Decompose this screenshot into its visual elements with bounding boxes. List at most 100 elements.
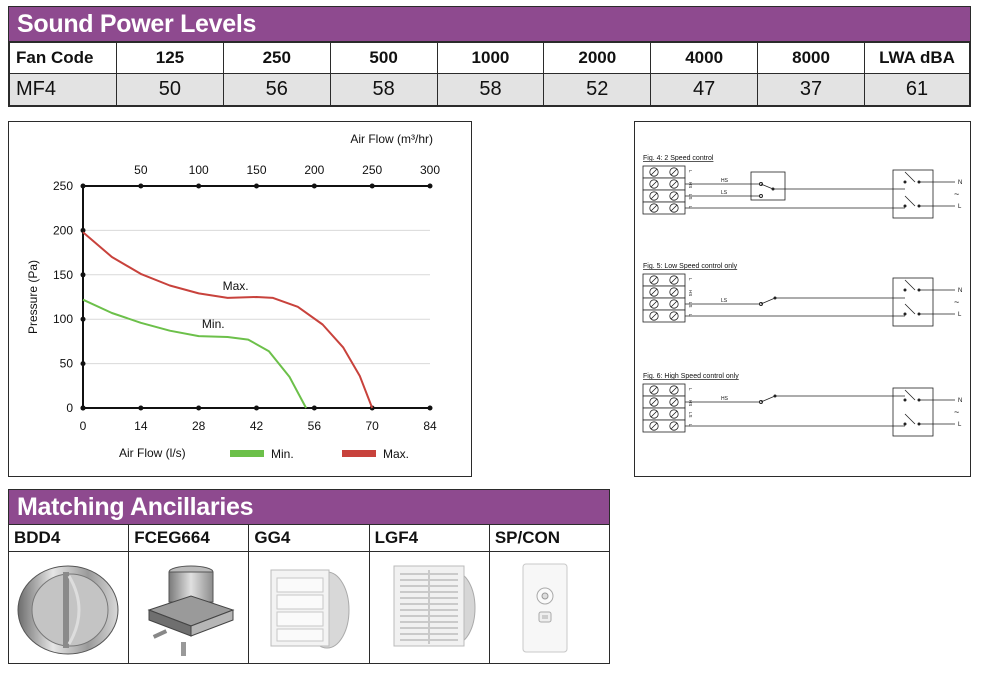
x2-tick-dot xyxy=(196,183,202,189)
terminal-slot xyxy=(670,410,678,418)
right-label: ~ xyxy=(954,297,959,307)
backdraft-damper-image xyxy=(9,552,128,663)
terminal-label: L xyxy=(688,314,693,317)
x2-tick-dot xyxy=(369,183,375,189)
terminal-slot xyxy=(670,422,678,430)
y-tick-label: 250 xyxy=(53,179,73,193)
y-tick-dot xyxy=(80,227,86,233)
isolator-switch xyxy=(892,169,934,219)
wire-label: HS xyxy=(721,178,729,184)
terminal-slot xyxy=(670,300,678,308)
x-tick-label: 70 xyxy=(365,419,379,433)
x-tick-dot xyxy=(80,405,86,411)
y-tick-label: 0 xyxy=(66,401,73,415)
right-label: ~ xyxy=(954,407,959,417)
switch-node xyxy=(903,204,907,208)
switch-node xyxy=(903,422,907,426)
x2-tick-dot xyxy=(138,183,144,189)
wire-label: LS xyxy=(721,298,728,304)
wiring-diagrams: Fig. 4: 2 Speed control L HS LS L N ~ L HS LS Fig.… xyxy=(634,121,971,477)
header-cell: 500 xyxy=(329,42,438,74)
x-tick-dot xyxy=(427,405,433,411)
switch-contact xyxy=(760,297,776,305)
header-cell: 4000 xyxy=(650,42,759,74)
ancillary-code: FCEG664 xyxy=(129,525,249,552)
data-cell: 58 xyxy=(436,73,545,106)
terminal-row xyxy=(642,297,686,311)
switch-contact xyxy=(904,171,916,183)
figure-title: Fig. 5: Low Speed control only xyxy=(643,263,738,270)
isolator-switch xyxy=(892,277,934,327)
header-cell: 125 xyxy=(116,42,224,74)
x-tick-dot xyxy=(196,405,202,411)
x-axis-label: Air Flow (l/s) xyxy=(119,446,186,460)
figure-title: Fig. 4: 2 Speed control xyxy=(643,155,714,162)
y-tick-label: 150 xyxy=(53,268,73,282)
terminal-label: L xyxy=(688,388,693,391)
data-cell: 37 xyxy=(757,73,865,106)
terminal-slot xyxy=(650,312,658,320)
terminal-slot xyxy=(650,192,658,200)
terminal-slot xyxy=(650,168,658,176)
ancillaries-table: Matching Ancillaries BDD4 FCEG664 xyxy=(8,489,610,664)
ancillary-item: SP/CON xyxy=(489,525,610,663)
header-cell: 1000 xyxy=(436,42,545,74)
terminal-label: L xyxy=(688,170,693,173)
switch-contact xyxy=(904,413,916,425)
fan-curve-chart: 0 50 100 150 200 250 0 14 28 42 56 70 84 50 100 150 200 2… xyxy=(8,121,472,477)
data-cell: 50 xyxy=(116,73,224,106)
legend-label: Min. xyxy=(271,447,294,461)
ancillary-code: GG4 xyxy=(249,525,369,552)
switch-contact xyxy=(904,195,916,207)
data-cell: 56 xyxy=(222,73,331,106)
data-cell: 52 xyxy=(543,73,652,106)
right-label: N xyxy=(958,288,962,294)
selector-switch xyxy=(750,171,786,201)
ancillary-item: LGF4 xyxy=(369,525,490,663)
x2-tick-label: 50 xyxy=(134,163,148,177)
switch-node xyxy=(903,398,907,402)
table-row: MF4 50 56 58 58 52 47 37 61 xyxy=(9,73,970,106)
terminal-row xyxy=(642,285,686,299)
speed-controller-image xyxy=(490,552,609,663)
header-cell: LWA dBA xyxy=(864,42,970,74)
legend-swatch xyxy=(342,450,376,457)
y-tick-dot xyxy=(80,361,86,367)
terminal-slot xyxy=(670,180,678,188)
wire-label: LS xyxy=(721,190,728,196)
ancillary-code: BDD4 xyxy=(9,525,129,552)
switch-contact xyxy=(760,183,774,190)
ancillary-code: LGF4 xyxy=(369,525,489,552)
terminal-slot xyxy=(650,398,658,406)
terminal-row xyxy=(642,407,686,421)
terminal-label: HS xyxy=(688,182,693,188)
terminal-slot xyxy=(650,204,658,212)
right-label: L xyxy=(958,204,962,210)
terminal-slot xyxy=(670,276,678,284)
terminal-row xyxy=(642,383,686,397)
terminal-row xyxy=(642,189,686,203)
right-label: L xyxy=(958,422,962,428)
terminal-label: LS xyxy=(688,194,693,200)
terminal-label: L xyxy=(688,424,693,427)
terminal-label: HS xyxy=(688,400,693,406)
terminal-slot xyxy=(670,386,678,394)
y-tick-label: 100 xyxy=(53,312,73,326)
terminal-slot xyxy=(650,276,658,284)
sound-power-title: Sound Power Levels xyxy=(9,7,970,42)
terminal-slot xyxy=(670,398,678,406)
switch-contact xyxy=(904,303,916,315)
wiring-svg: Fig. 4: 2 Speed control L HS LS L N ~ L HS LS Fig.… xyxy=(642,155,962,437)
x2-tick-label: 300 xyxy=(420,163,440,177)
x2-tick-label: 150 xyxy=(246,163,266,177)
terminal-row xyxy=(642,395,686,409)
x-tick-label: 14 xyxy=(134,419,148,433)
series-line-max xyxy=(82,231,374,409)
terminal-row xyxy=(642,419,686,433)
ancillary-item: GG4 xyxy=(249,525,370,663)
y-axis-label: Pressure (Pa) xyxy=(26,260,40,334)
chart-svg: 0 50 100 150 200 250 0 14 28 42 56 70 84 50 100 150 200 2… xyxy=(26,132,440,461)
terminal-label: LS xyxy=(688,302,693,308)
header-cell: 250 xyxy=(222,42,331,74)
y-tick-label: 50 xyxy=(60,357,74,371)
